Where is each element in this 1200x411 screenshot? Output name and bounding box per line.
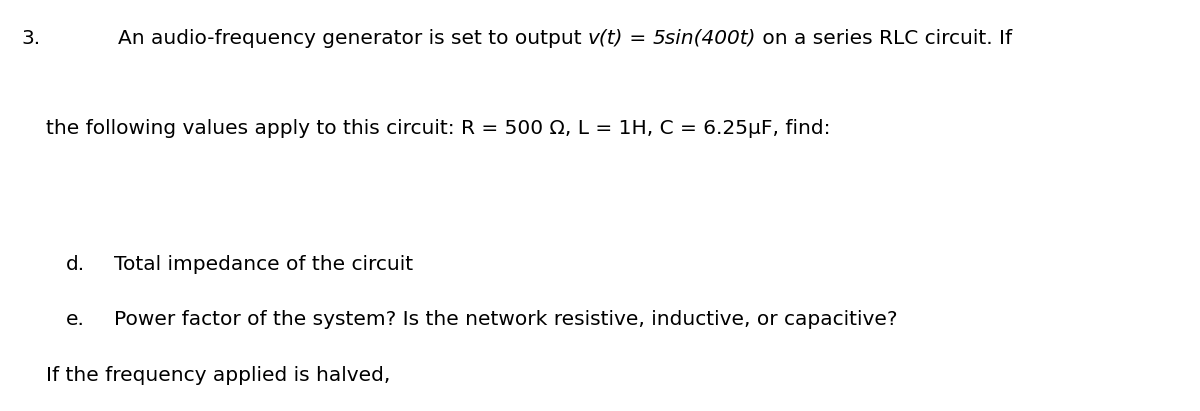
Text: v(t): v(t) <box>588 29 623 48</box>
Text: d.: d. <box>66 255 85 274</box>
Text: =: = <box>623 29 653 48</box>
Text: An audio-frequency generator is set to output: An audio-frequency generator is set to o… <box>118 29 588 48</box>
Text: If the frequency applied is halved,: If the frequency applied is halved, <box>46 366 390 385</box>
Text: on a series RLC circuit. If: on a series RLC circuit. If <box>756 29 1013 48</box>
Text: Power factor of the system? Is the network resistive, inductive, or capacitive?: Power factor of the system? Is the netwo… <box>114 310 898 329</box>
Text: the following values apply to this circuit: R = 500 Ω, L = 1H, C = 6.25μF, find:: the following values apply to this circu… <box>46 119 830 138</box>
Text: 3.: 3. <box>22 29 41 48</box>
Text: Total impedance of the circuit: Total impedance of the circuit <box>114 255 413 274</box>
Text: e.: e. <box>66 310 85 329</box>
Text: 5sin(400t): 5sin(400t) <box>653 29 756 48</box>
